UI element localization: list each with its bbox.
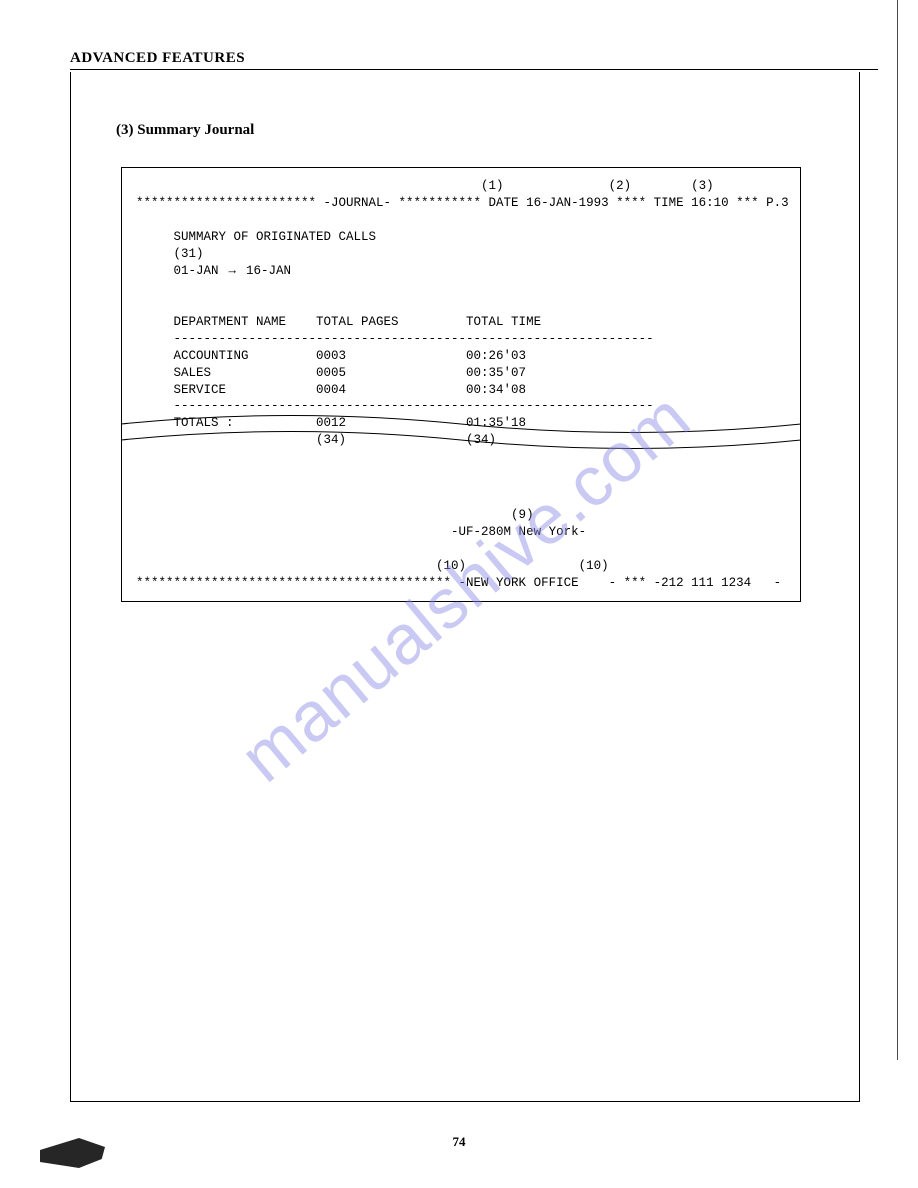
section-title: (3) Summary Journal <box>116 122 254 139</box>
scan-edge-line <box>897 0 898 1060</box>
device-line: -UF-280M New York- <box>136 525 586 539</box>
arrow-icon: → <box>226 263 239 277</box>
journal-report-bottom: (9) -UF-280M New York- (10) (10) *******… <box>121 447 801 602</box>
header-title: ADVANCED FEATURES <box>70 50 878 67</box>
ref10-line: (10) (10) <box>136 559 609 573</box>
summary-ref: (31) <box>136 247 204 261</box>
date-range-prefix: 01-JAN <box>136 264 226 278</box>
page-header: ADVANCED FEATURES <box>70 50 878 70</box>
scan-corner-mark <box>40 1138 105 1168</box>
table-row: SERVICE 0004 00:34'08 <box>136 383 526 397</box>
table-columns: DEPARTMENT NAME TOTAL PAGES TOTAL TIME <box>136 315 541 329</box>
date-range-suffix: 16-JAN <box>239 264 292 278</box>
table-row: SALES 0005 00:35'07 <box>136 366 526 380</box>
page-number: 74 <box>453 1134 466 1150</box>
ref9-line: (9) <box>136 508 534 522</box>
page-break-wave <box>121 412 801 452</box>
table-divider-top: ----------------------------------------… <box>136 332 654 346</box>
journal-header-line: ************************ -JOURNAL- *****… <box>136 196 789 210</box>
page-content-frame: (3) Summary Journal (1) (2) (3) ********… <box>70 72 860 1102</box>
footer-line: ****************************************… <box>136 576 781 590</box>
table-row: ACCOUNTING 0003 00:26'03 <box>136 349 526 363</box>
summary-title: SUMMARY OF ORIGINATED CALLS <box>136 230 376 244</box>
ref-numbers-row: (1) (2) (3) <box>136 179 714 193</box>
